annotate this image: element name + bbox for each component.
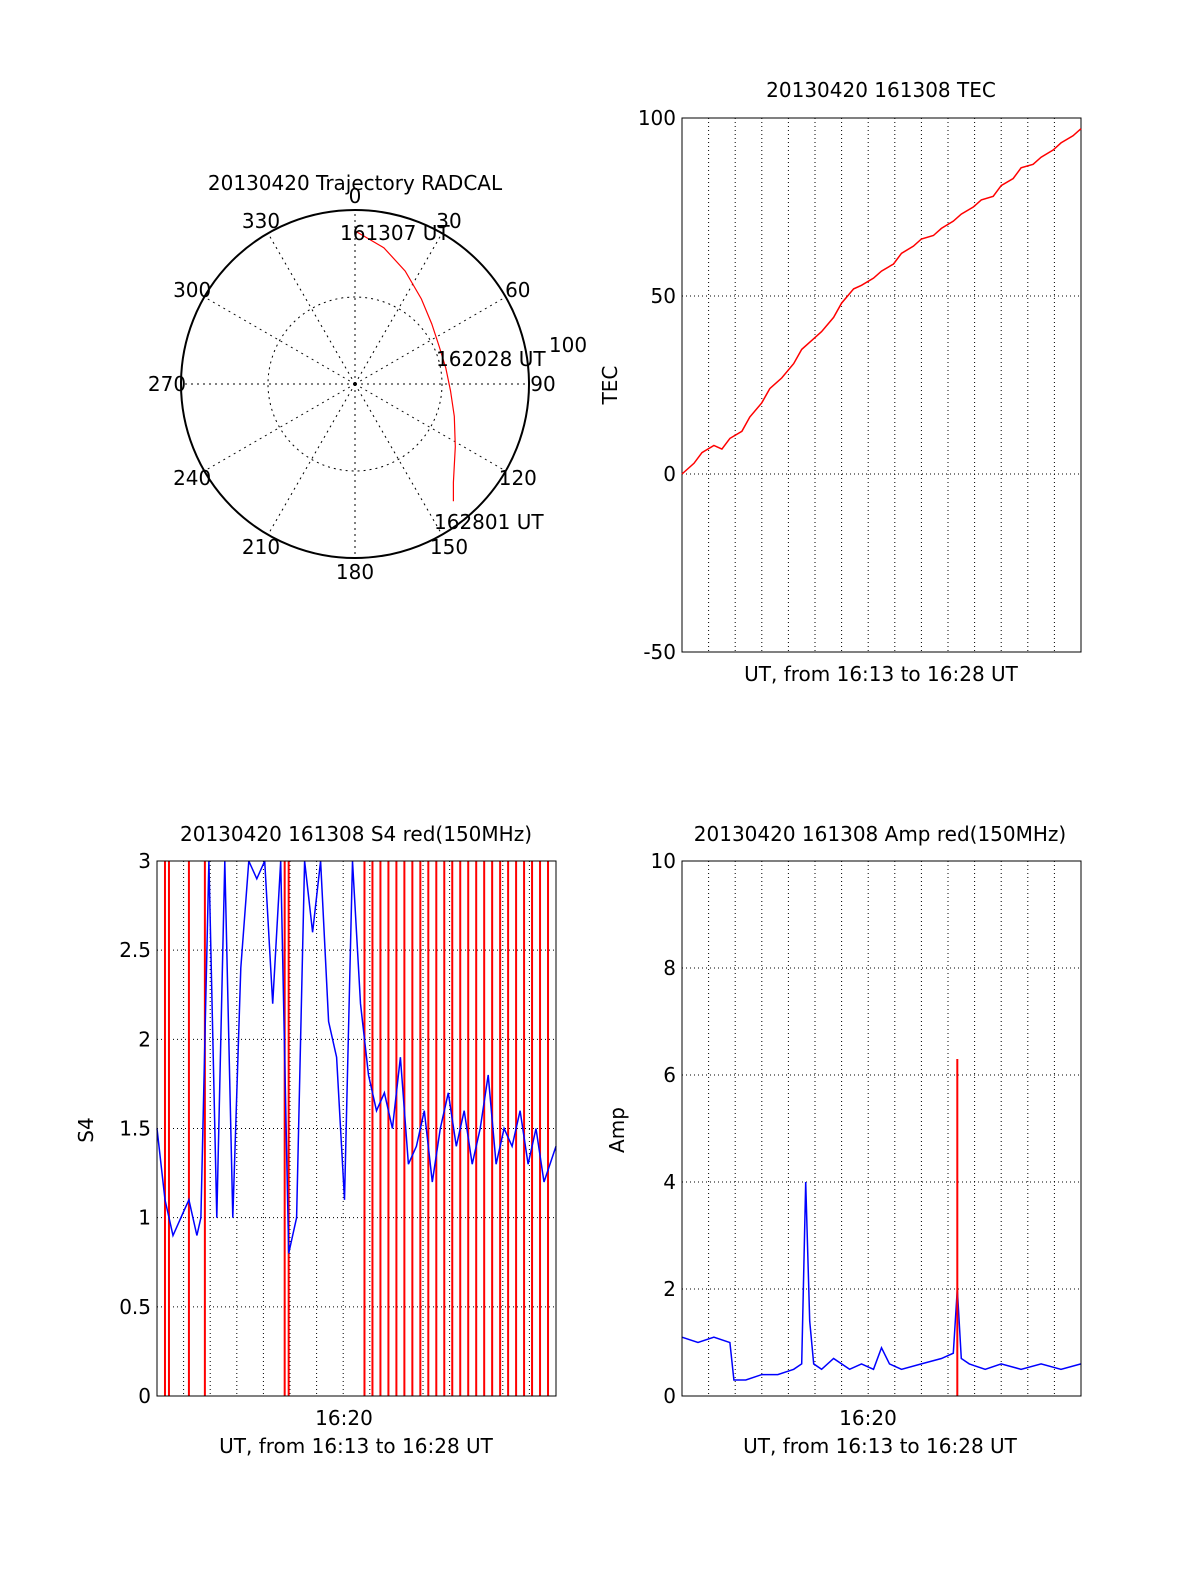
tec-grid: [682, 118, 1081, 652]
tec-frame: [681, 117, 1082, 653]
tec-y-tick-label: 0: [663, 462, 676, 486]
s4-y-tick-label: 0.5: [119, 1295, 151, 1319]
polar-angle-label-120: 120: [499, 466, 537, 490]
tec-y-ticks: -50 0 50 100: [638, 106, 676, 664]
polar-angle-label-270: 270: [148, 372, 186, 396]
amp-y-tick-label: 2: [663, 1277, 676, 1301]
amp-y-tick-label: 4: [663, 1170, 676, 1194]
amp-x-tick-label: 16:20: [839, 1406, 897, 1430]
polar-annotation-start: 161307 UT: [340, 221, 450, 245]
amp-y-ticks: 0 2 4 6 8 10: [651, 849, 676, 1408]
amp-frame: [681, 860, 1082, 1397]
polar-trajectory-line: [354, 230, 456, 502]
s4-y-tick-label: 1.5: [119, 1117, 151, 1141]
series-line: [681, 1181, 1082, 1381]
s4-x-tick-label: 16:20: [315, 1406, 373, 1430]
polar-grid: [181, 210, 529, 558]
s4-chart: 20130420 161308 S4 red(150MHz) 0 0.5 1 1…: [74, 822, 557, 1458]
polar-angle-label-0: 0: [349, 184, 362, 208]
s4-y-axis-label: S4: [74, 1117, 98, 1142]
polar-angle-labels: 0 30 60 90 120 150 180 210 240 270 300 3…: [148, 184, 556, 584]
polar-radius-label: 100: [549, 333, 587, 357]
polar-grid-spoke: [354, 383, 443, 535]
s4-grid: [157, 861, 556, 1396]
polar-grid-spoke: [354, 296, 506, 385]
polar-grid-spoke: [267, 383, 356, 535]
polar-angle-label-150: 150: [430, 535, 468, 559]
amp-y-tick-label: 0: [663, 1384, 676, 1408]
polar-grid-spoke: [267, 233, 356, 385]
polar-grid-spoke: [354, 383, 506, 472]
s4-title: 20130420 161308 S4 red(150MHz): [180, 822, 532, 846]
polar-angle-label-300: 300: [173, 278, 211, 302]
tec-chart: 20130420 161308 TEC -50 0 50 100 TEC UT,…: [598, 78, 1082, 686]
amp-y-tick-label: 6: [663, 1063, 676, 1087]
tec-series: [681, 128, 1082, 475]
amp-series: [681, 1058, 1082, 1396]
polar-grid-circle: [267, 296, 443, 472]
s4-frame: [156, 860, 557, 1397]
polar-angle-label-60: 60: [505, 278, 530, 302]
polar-annotation-end: 162801 UT: [434, 510, 544, 534]
s4-y-tick-label: 3: [138, 849, 151, 873]
tec-y-tick-label: 50: [651, 284, 676, 308]
amp-chart: 20130420 161308 Amp red(150MHz) 0 2 4 6 …: [605, 822, 1082, 1458]
amp-title: 20130420 161308 Amp red(150MHz): [694, 822, 1066, 846]
polar-annotation-mid: 162028 UT: [436, 347, 546, 371]
s4-y-tick-label: 2.5: [119, 938, 151, 962]
polar-trajectory-chart: 20130420 Trajectory RADCAL 0 30 60 90 12…: [148, 171, 587, 584]
s4-y-tick-label: 0: [138, 1384, 151, 1408]
polar-series: [354, 230, 456, 502]
s4-x-axis-label: UT, from 16:13 to 16:28 UT: [219, 1434, 494, 1458]
polar-angle-label-30: 30: [436, 209, 461, 233]
amp-grid: [682, 861, 1081, 1396]
s4-series: [156, 860, 557, 1396]
polar-outer-circle: [180, 209, 530, 559]
polar-angle-label-210: 210: [242, 535, 280, 559]
polar-title: 20130420 Trajectory RADCAL: [208, 171, 503, 195]
s4-y-tick-label: 1: [138, 1206, 151, 1230]
s4-y-tick-label: 2: [138, 1027, 151, 1051]
polar-angle-label-330: 330: [242, 209, 280, 233]
series-line: [156, 860, 557, 1254]
tec-y-tick-label: -50: [643, 640, 676, 664]
polar-grid-spoke: [354, 233, 443, 385]
polar-angle-label-240: 240: [173, 466, 211, 490]
tec-y-tick-label: 100: [638, 106, 676, 130]
series-line: [681, 128, 1082, 475]
polar-angle-label-180: 180: [336, 560, 374, 584]
amp-y-axis-label: Amp: [605, 1107, 629, 1153]
amp-y-tick-label: 8: [663, 956, 676, 980]
tec-title: 20130420 161308 TEC: [766, 78, 996, 102]
tec-x-axis-label: UT, from 16:13 to 16:28 UT: [744, 662, 1019, 686]
tec-y-axis-label: TEC: [598, 366, 622, 406]
polar-grid-spoke: [204, 383, 356, 472]
amp-x-axis-label: UT, from 16:13 to 16:28 UT: [743, 1434, 1018, 1458]
polar-grid-spoke: [204, 296, 356, 385]
amp-y-tick-label: 10: [651, 849, 676, 873]
s4-y-ticks: 0 0.5 1 1.5 2 2.5 3: [119, 849, 151, 1408]
polar-angle-label-90: 90: [530, 372, 555, 396]
